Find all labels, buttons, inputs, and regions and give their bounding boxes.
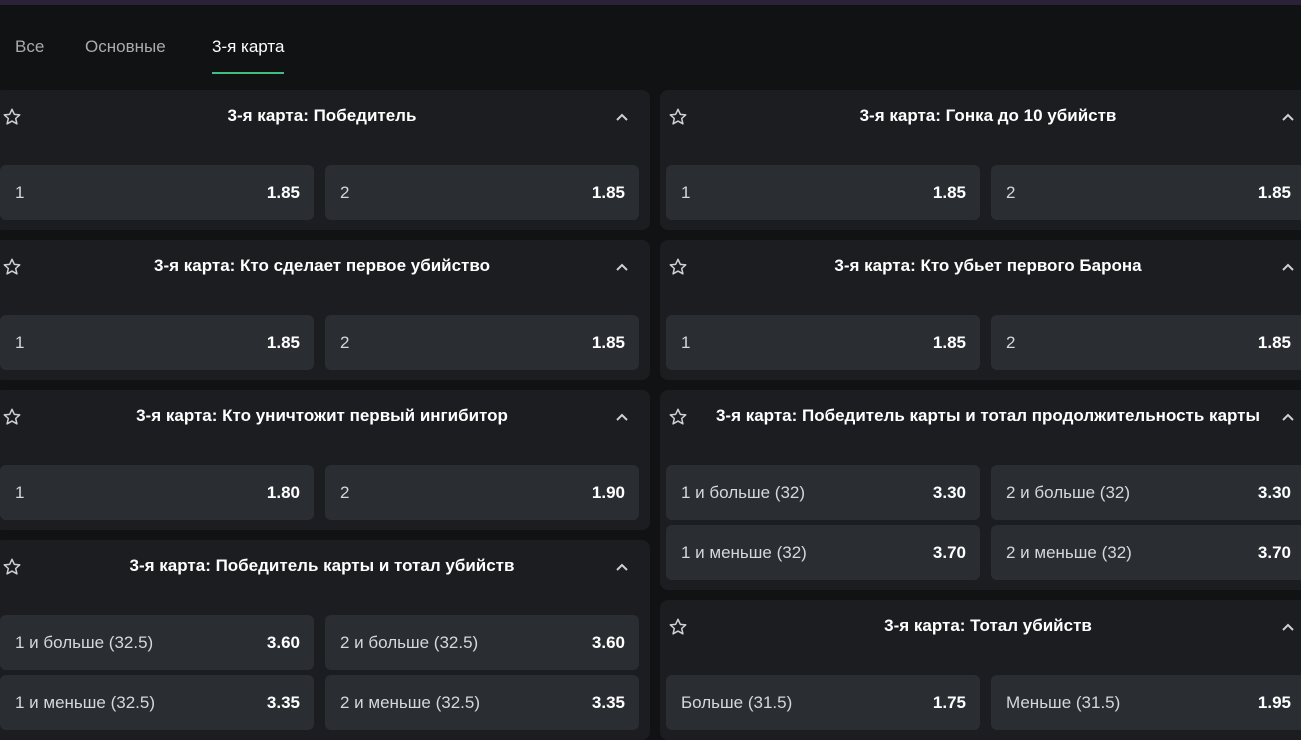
active-tab-underline <box>212 72 284 74</box>
tab[interactable]: Все <box>15 37 45 56</box>
option-odds: 3.35 <box>591 693 625 712</box>
option-label: 2 <box>340 333 350 352</box>
market-panel: 3-я карта: Победитель 1 1.85 2 1.85 <box>0 90 650 230</box>
option-odds: 1.80 <box>266 483 300 502</box>
option-label: 1 и больше (32.5) <box>15 633 154 652</box>
market-title: 3-я карта: Гонка до 10 убийств <box>859 106 1117 125</box>
favorite-star[interactable] <box>2 257 22 282</box>
collapse-chevron[interactable] <box>1281 257 1295 282</box>
odds-button[interactable]: 1 и больше (32.5) 3.60 <box>0 615 314 670</box>
market-panel: 3-я карта: Тотал убийств Больше (31.5) 1.7… <box>660 600 1301 740</box>
market-panel: 3-я карта: Гонка до 10 убийств 1 1.85 2 1.85 <box>660 90 1301 230</box>
option-odds: 1.75 <box>932 693 966 712</box>
favorite-star[interactable] <box>2 557 22 582</box>
option-label: 1 и меньше (32) <box>681 543 807 562</box>
option-label: 1 и больше (32) <box>681 483 806 502</box>
option-odds: 1.90 <box>591 483 625 502</box>
option-label: 1 <box>15 333 25 352</box>
odds-button[interactable]: 2 и меньше (32.5) 3.35 <box>325 675 639 730</box>
odds-button[interactable]: 1 и меньше (32.5) 3.35 <box>0 675 314 730</box>
odds-button[interactable]: Меньше (31.5) 1.95 <box>991 675 1301 730</box>
option-odds: 3.35 <box>266 693 300 712</box>
option-label: 2 и больше (32) <box>1006 483 1131 502</box>
option-odds: 1.85 <box>591 333 625 352</box>
tab[interactable]: Основные <box>85 37 166 56</box>
odds-button[interactable]: 1 1.85 <box>0 315 314 370</box>
option-label: 2 <box>340 183 350 202</box>
favorite-star[interactable] <box>668 407 688 432</box>
odds-button[interactable]: 2 1.85 <box>991 315 1301 370</box>
option-odds: 3.30 <box>932 483 966 502</box>
odds-button[interactable]: 2 и меньше (32) 3.70 <box>991 525 1301 580</box>
option-odds: 3.60 <box>266 633 300 652</box>
option-odds: 3.70 <box>932 543 966 562</box>
option-label: Больше (31.5) <box>681 693 793 712</box>
market-title: 3-я карта: Кто уничтожит первый ингибито… <box>136 406 508 425</box>
option-odds: 1.85 <box>932 333 966 352</box>
market-panel: 3-я карта: Кто сделает первое убийство 1 1… <box>0 240 650 380</box>
market-panel: 3-я карта: Кто уничтожит первый ингибито… <box>0 390 650 530</box>
favorite-star[interactable] <box>668 107 688 132</box>
top-bar <box>0 0 1301 5</box>
option-label: 2 <box>1006 333 1016 352</box>
collapse-chevron[interactable] <box>1281 617 1295 642</box>
odds-button[interactable]: 2 1.85 <box>325 315 639 370</box>
odds-button[interactable]: 1 1.85 <box>666 315 980 370</box>
option-label: 1 <box>15 183 25 202</box>
option-label: 1 и меньше (32.5) <box>15 693 156 712</box>
collapse-chevron[interactable] <box>1281 107 1295 132</box>
market-title: 3-я карта: Тотал убийств <box>884 616 1092 635</box>
option-label: 1 <box>681 333 691 352</box>
collapse-chevron[interactable] <box>615 107 629 132</box>
collapse-chevron[interactable] <box>615 257 629 282</box>
option-odds: 1.85 <box>266 333 300 352</box>
collapse-chevron[interactable] <box>615 407 629 432</box>
odds-button[interactable]: 2 1.85 <box>991 165 1301 220</box>
favorite-star[interactable] <box>668 257 688 282</box>
odds-button[interactable]: 1 и меньше (32) 3.70 <box>666 525 980 580</box>
option-label: 2 и больше (32.5) <box>340 633 479 652</box>
option-odds: 3.70 <box>1257 543 1291 562</box>
option-odds: 3.30 <box>1257 483 1291 502</box>
option-odds: 1.85 <box>266 183 300 202</box>
market-title: 3-я карта: Кто сделает первое убийство <box>153 256 490 275</box>
market-title: 3-я карта: Победитель карты и тотал прод… <box>715 406 1261 425</box>
favorite-star[interactable] <box>2 107 22 132</box>
odds-button[interactable]: 2 и больше (32.5) 3.60 <box>325 615 639 670</box>
option-odds: 3.60 <box>591 633 625 652</box>
odds-button[interactable]: 1 1.85 <box>0 165 314 220</box>
option-label: 2 и меньше (32) <box>1006 543 1132 562</box>
collapse-chevron[interactable] <box>615 557 629 582</box>
odds-button[interactable]: 1 1.80 <box>0 465 314 520</box>
tab[interactable]: 3-я карта <box>212 37 285 56</box>
option-odds: 1.85 <box>1257 333 1291 352</box>
option-label: 2 <box>1006 183 1016 202</box>
market-title: 3-я карта: Кто убьет первого Барона <box>834 256 1142 275</box>
option-odds: 1.95 <box>1257 693 1291 712</box>
odds-button[interactable]: Больше (31.5) 1.75 <box>666 675 980 730</box>
option-label: 2 и меньше (32.5) <box>340 693 481 712</box>
odds-button[interactable]: 2 1.85 <box>325 165 639 220</box>
favorite-star[interactable] <box>668 617 688 642</box>
option-label: Меньше (31.5) <box>1006 693 1121 712</box>
option-label: 1 <box>681 183 691 202</box>
odds-button[interactable]: 2 и больше (32) 3.30 <box>991 465 1301 520</box>
option-odds: 1.85 <box>932 183 966 202</box>
favorite-star[interactable] <box>2 407 22 432</box>
market-title: 3-я карта: Победитель <box>227 106 417 125</box>
market-panel: 3-я карта: Победитель карты и тотал прод… <box>660 390 1301 590</box>
option-label: 2 <box>340 483 350 502</box>
market-panel: 3-я карта: Победитель карты и тотал убий… <box>0 540 650 740</box>
market-title: 3-я карта: Победитель карты и тотал убий… <box>129 556 515 575</box>
odds-button[interactable]: 1 и больше (32) 3.30 <box>666 465 980 520</box>
option-odds: 1.85 <box>1257 183 1291 202</box>
odds-button[interactable]: 2 1.90 <box>325 465 639 520</box>
option-odds: 1.85 <box>591 183 625 202</box>
collapse-chevron[interactable] <box>1281 407 1295 432</box>
market-panel: 3-я карта: Кто убьет первого Барона 1 1.85… <box>660 240 1301 380</box>
option-label: 1 <box>15 483 25 502</box>
odds-button[interactable]: 1 1.85 <box>666 165 980 220</box>
